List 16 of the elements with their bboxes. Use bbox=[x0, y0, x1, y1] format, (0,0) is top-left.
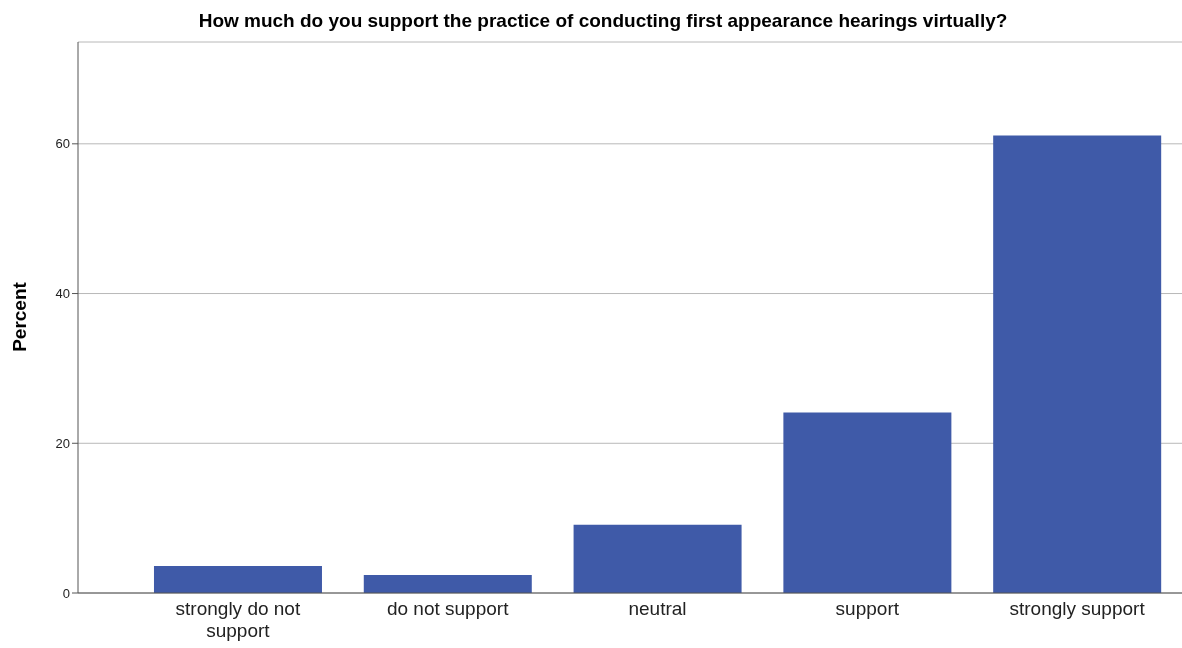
y-tick-label: 0 bbox=[62, 585, 70, 601]
bar bbox=[573, 524, 742, 593]
y-axis-title: Percent bbox=[9, 282, 31, 352]
y-tick-label: 20 bbox=[55, 435, 70, 451]
bar bbox=[783, 412, 952, 593]
bar bbox=[993, 135, 1162, 593]
y-tick-label: 40 bbox=[55, 286, 70, 302]
bar bbox=[363, 575, 532, 593]
chart-title: How much do you support the practice of conducting first appearance hearings virtually? bbox=[197, 10, 1009, 32]
bar bbox=[153, 566, 322, 593]
x-tick-label: support bbox=[835, 598, 900, 619]
y-tick-label: 60 bbox=[55, 136, 70, 152]
x-tick-label: do not support bbox=[386, 598, 510, 619]
x-tick-label: strongly do not support bbox=[175, 598, 301, 641]
x-tick-label: neutral bbox=[628, 598, 687, 619]
x-tick-label: strongly support bbox=[1009, 598, 1146, 619]
